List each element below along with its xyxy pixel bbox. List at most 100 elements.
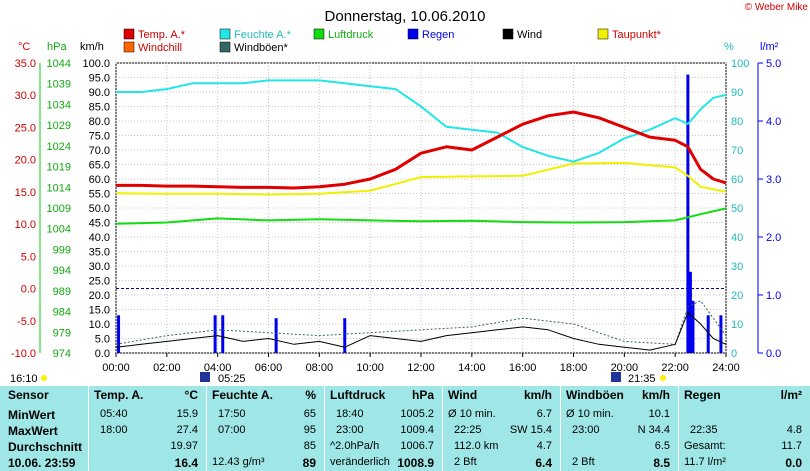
pressure-max-time: 23:00 <box>336 424 364 436</box>
pressure-tick-label: 999 <box>53 244 71 256</box>
pressure-tick-label: 1039 <box>47 79 71 91</box>
wind-tick-label: 80.0 <box>89 116 110 128</box>
stats-col-wind: Wind km/h Ø 10 min. 6.7 22:25 SW 15.4 11… <box>444 386 558 471</box>
time-axis: 00:00 02:00 04:00 06:00 08:00 10:00 12:00 14:00… <box>102 353 740 374</box>
temp-max-value: 27.4 <box>176 424 198 436</box>
rain-max-time: 22:35 <box>690 424 718 436</box>
series-line <box>116 79 727 163</box>
pressure-tick-label: 1014 <box>47 182 71 194</box>
temp-header: Temp. A. <box>94 388 144 402</box>
pressure-tick-label: 979 <box>53 327 71 339</box>
gusts-header: Windböen <box>566 388 624 402</box>
wind-axis-unit: km/h <box>80 41 104 53</box>
humidity-tick-label: 30 <box>731 261 743 273</box>
time-tick-label: 12:00 <box>407 362 435 374</box>
pressure-tick-label: 1044 <box>47 58 71 70</box>
humidity-axis-unit: % <box>724 41 734 53</box>
humidity-absolute: 12.43 g/m³ <box>212 456 265 468</box>
legend-swatch <box>219 28 231 40</box>
wind-tick-label: 100.0 <box>82 58 110 70</box>
temp-current-value: 16.4 <box>174 456 198 470</box>
wind-run: 112.0 km <box>454 440 499 452</box>
rain-axis-unit: l/m² <box>760 41 779 53</box>
rain-tick-label: 2.0 <box>766 232 781 244</box>
pressure-avg-value: 1006.7 <box>400 440 434 452</box>
series-line <box>115 300 727 345</box>
axes: 35.0 30.0 25.0 20.0 15.0 10.0 5.0 0.0 -5.0 -10.0 1… <box>11 58 781 360</box>
rain-bar <box>274 318 278 353</box>
humidity-unit: % <box>305 388 316 402</box>
stats-col-gusts: Windböen km/h Ø 10 min. 10.1 23:00 N 34.… <box>562 386 676 471</box>
temp-min-value: 15.9 <box>176 408 198 420</box>
legend-label: Windböen* <box>234 42 289 54</box>
wind-tick-label: 45.0 <box>89 218 110 230</box>
series-layer <box>115 74 727 353</box>
humidity-tick-label: 50 <box>731 203 743 215</box>
humidity-tick-label: 0 <box>731 348 737 360</box>
temp-tick-label: 10.0 <box>15 219 36 231</box>
temp-tick-label: 5.0 <box>21 251 36 263</box>
wind-tick-label: 75.0 <box>89 131 110 143</box>
wind-tick-label: 10.0 <box>89 319 110 331</box>
wind-avg10-value: 6.7 <box>536 408 552 420</box>
gusts-beaufort: 2 Bft <box>572 456 595 468</box>
sensor-header: Sensor <box>8 388 49 402</box>
chart-title: Donnerstag, 10.06.2010 <box>325 8 486 25</box>
humidity-tick-label: 70 <box>731 145 743 157</box>
pressure-tick-label: 1029 <box>47 120 71 132</box>
legend-label: Feuchte A.* <box>234 29 292 41</box>
time-tick-label: 04:00 <box>204 362 232 374</box>
pressure-header: Luftdruck <box>330 388 386 402</box>
wind-tick-label: 40.0 <box>89 232 110 244</box>
wind-tick-label: 95.0 <box>89 73 110 85</box>
temp-tick-label: 15.0 <box>15 187 36 199</box>
humidity-tick-label: 80 <box>731 116 743 128</box>
legend-swatch <box>219 41 231 53</box>
series-line <box>115 311 727 351</box>
pressure-min-time: 18:40 <box>336 408 364 420</box>
gusts-avg10-value: 10.1 <box>648 408 670 420</box>
wind-tick-label: 60.0 <box>89 174 110 186</box>
legend-label: Windchill <box>138 42 182 54</box>
rain-bar <box>686 74 690 353</box>
time-tick-label: 10:00 <box>356 362 384 374</box>
legend-label: Wind <box>517 29 542 41</box>
stats-col-temp: Temp. A. °C 05:40 15.9 18:00 27.4 19.97 … <box>90 386 204 471</box>
legend-label: Regen <box>422 29 454 41</box>
series-line <box>116 110 727 190</box>
legend: Temp. A.* Feuchte A.* Luftdruck Regen Wind Ta… <box>123 28 662 54</box>
wind-tick-label: 20.0 <box>89 290 110 302</box>
pressure-tick-label: 1024 <box>47 141 71 153</box>
rain-total-label: Gesamt: <box>684 440 726 452</box>
stats-table: Sensor MinWert MaxWert Durchschnitt 10.0… <box>0 386 810 471</box>
rain-max-value: 4.8 <box>786 424 802 436</box>
time-tick-label: 20:00 <box>611 362 639 374</box>
legend-label: Taupunkt* <box>612 29 662 41</box>
time-tick-label: 16:00 <box>509 362 537 374</box>
wind-current-value: 6.4 <box>535 456 552 470</box>
moon-time-label: 16:10 <box>10 373 38 385</box>
temp-min-time: 05:40 <box>100 408 128 420</box>
time-tick-label: 22:00 <box>661 362 689 374</box>
time-tick-label: 08:00 <box>306 362 334 374</box>
time-tick-label: 18:00 <box>560 362 588 374</box>
pressure-max-value: 1009.4 <box>400 424 434 436</box>
legend-label: Temp. A.* <box>138 29 186 41</box>
humidity-tick-label: 10 <box>731 319 743 331</box>
wind-tick-label: 50.0 <box>89 203 110 215</box>
rain-current-value: 0.0 <box>785 456 802 470</box>
gusts-max-value: N 34.4 <box>637 424 670 436</box>
wind-tick-label: 5.0 <box>95 334 110 346</box>
wind-avg-value: 4.7 <box>536 440 552 452</box>
gusts-unit: km/h <box>641 388 670 402</box>
wind-max-time: 22:25 <box>454 424 482 436</box>
wind-tick-label: 30.0 <box>89 261 110 273</box>
rain-day-total: 11.7 l/m² <box>684 456 726 468</box>
pressure-tick-label: 989 <box>53 286 71 298</box>
wind-tick-label: 15.0 <box>89 305 110 317</box>
series-line <box>115 161 727 196</box>
humidity-tick-label: 40 <box>731 232 743 244</box>
stats-col-sensor: Sensor MinWert MaxWert Durchschnitt 10.0… <box>0 386 86 471</box>
legend-swatch <box>313 28 325 40</box>
rain-tick-label: 5.0 <box>766 58 781 70</box>
